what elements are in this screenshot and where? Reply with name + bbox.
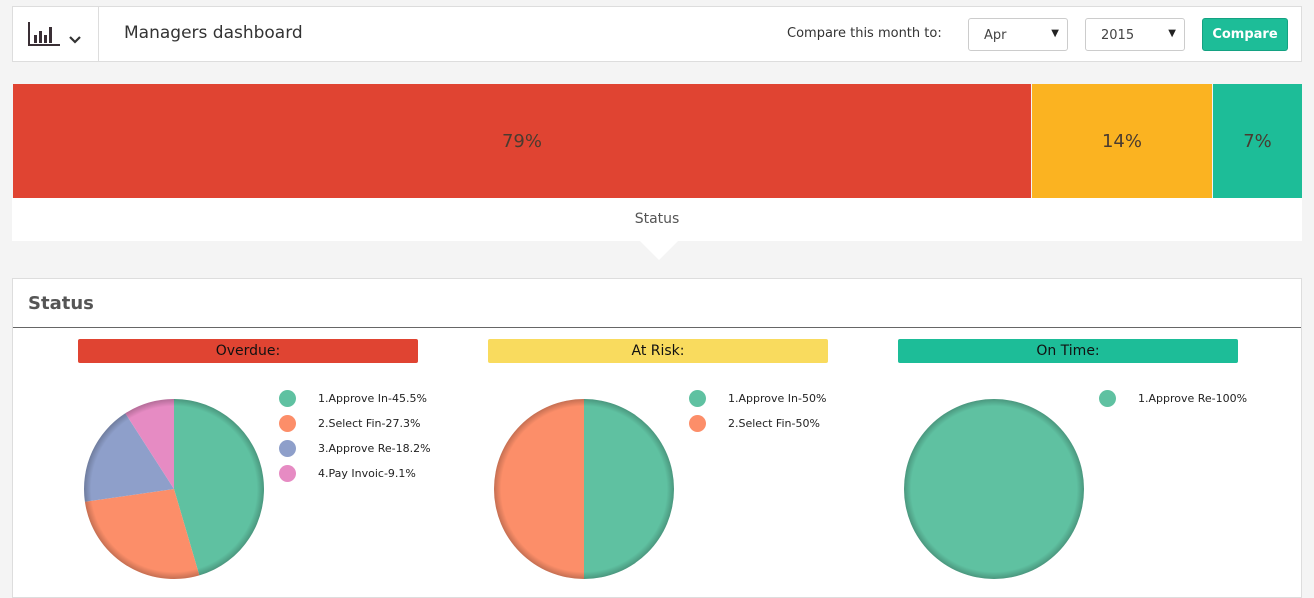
legend-label: 2.Select Fin-27.3% [318, 417, 421, 430]
legend-label: 1.Approve In-45.5% [318, 392, 427, 405]
chevron-down-icon [69, 36, 81, 44]
page-title: Managers dashboard [124, 23, 303, 43]
pie-shading [84, 399, 264, 579]
legend-dot-icon [279, 465, 296, 482]
segment-label: 79% [501, 130, 542, 152]
legend-item[interactable]: 1.Approve Re-100% [1099, 386, 1247, 411]
compare-label: Compare this month to: [787, 26, 942, 41]
legend-label: 3.Approve Re-18.2% [318, 442, 431, 455]
pie-chart [494, 399, 674, 579]
dropdown-arrow-icon: ▼ [1051, 28, 1059, 39]
panel-title: Status [28, 293, 94, 314]
status-caption: Status [12, 198, 1302, 241]
legend-item[interactable]: 2.Select Fin-27.3% [279, 411, 431, 436]
legend-item[interactable]: 2.Select Fin-50% [689, 411, 826, 436]
legend-item[interactable]: 1.Approve In-50% [689, 386, 826, 411]
pie-shading [494, 399, 674, 579]
category-title: On Time: [898, 339, 1238, 363]
legend-item[interactable]: 1.Approve In-45.5% [279, 386, 431, 411]
status-bar-at-risk[interactable]: 14% [1032, 84, 1212, 198]
legend: 1.Approve In-45.5% 2.Select Fin-27.3% 3.Ap… [279, 386, 431, 486]
year-select[interactable]: 2015 ▼ [1085, 18, 1185, 51]
year-value: 2015 [1101, 28, 1135, 43]
status-panel: Status Overdue: 1.Approve In-45.5% 2.Selec… [12, 278, 1302, 598]
legend-dot-icon [689, 390, 706, 407]
legend-dot-icon [279, 415, 296, 432]
legend-label: 1.Approve Re-100% [1138, 392, 1248, 405]
category-title: At Risk: [488, 339, 828, 363]
legend-item[interactable]: 4.Pay Invoic-9.1% [279, 461, 431, 486]
legend-label: 4.Pay Invoic-9.1% [318, 467, 416, 480]
divider [13, 327, 1301, 328]
status-bar-overdue[interactable]: 79% [13, 84, 1031, 198]
status-bar-on-time[interactable]: 7% [1213, 84, 1302, 198]
header: Managers dashboard Compare this month to… [12, 6, 1302, 62]
legend: 1.Approve Re-100% [1099, 386, 1247, 411]
legend-item[interactable]: 3.Approve Re-18.2% [279, 436, 431, 461]
pointer-triangle [640, 241, 678, 260]
bar-chart-icon [28, 22, 60, 46]
segment-label: 14% [1101, 130, 1142, 152]
dashboard-menu[interactable] [13, 7, 99, 61]
legend: 1.Approve In-50% 2.Select Fin-50% [689, 386, 826, 436]
segment-label: 7% [1243, 130, 1272, 152]
month-select[interactable]: Apr ▼ [968, 18, 1068, 51]
pie-chart [904, 399, 1084, 579]
legend-label: 1.Approve In-50% [728, 392, 827, 405]
legend-label: 2.Select Fin-50% [728, 417, 820, 430]
category-title: Overdue: [78, 339, 418, 363]
legend-dot-icon [1099, 390, 1116, 407]
compare-button[interactable]: Compare [1202, 18, 1288, 51]
dropdown-arrow-icon: ▼ [1168, 28, 1176, 39]
month-value: Apr [984, 28, 1007, 43]
pie-chart [84, 399, 264, 579]
pie-shading [904, 399, 1084, 579]
legend-dot-icon [279, 390, 296, 407]
legend-dot-icon [279, 440, 296, 457]
legend-dot-icon [689, 415, 706, 432]
